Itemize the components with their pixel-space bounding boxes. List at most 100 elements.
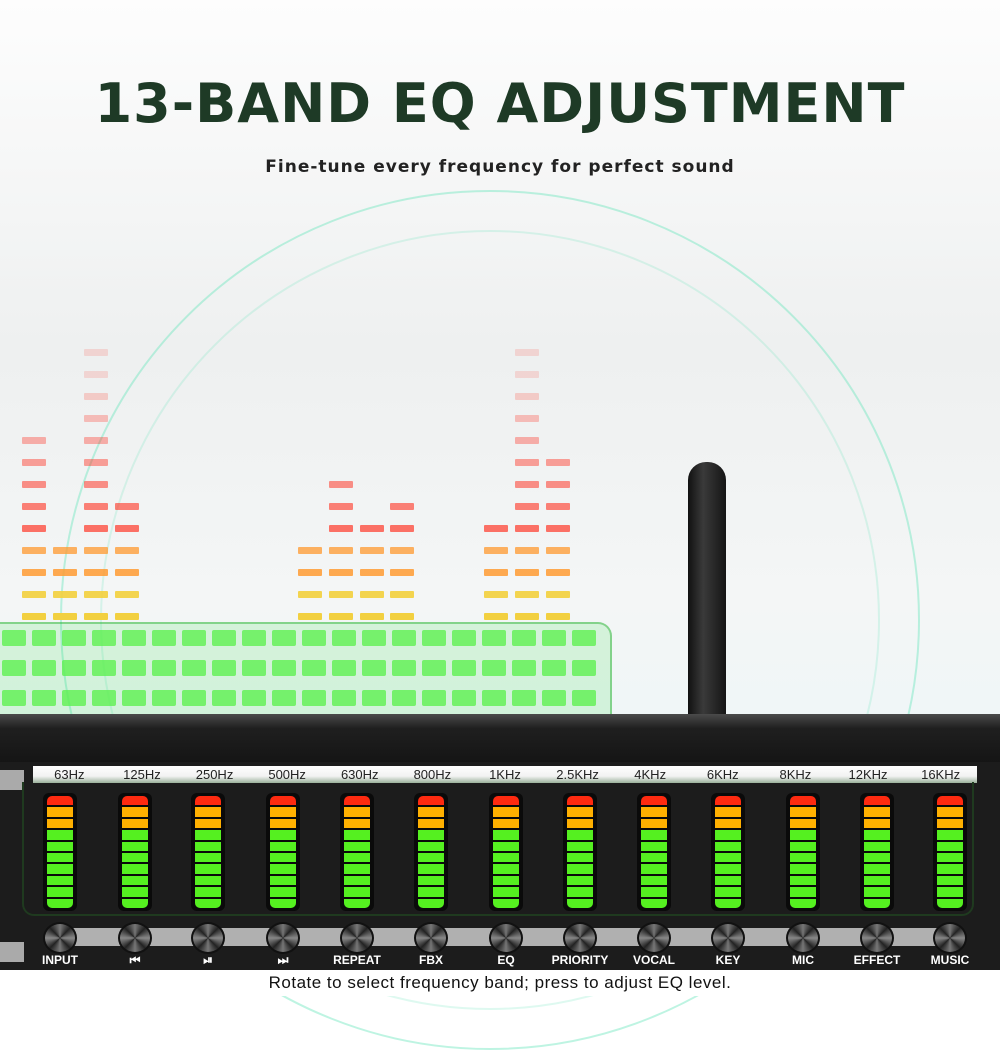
meter-segment-green xyxy=(47,841,73,851)
meter-segment-green xyxy=(937,898,963,908)
button-label-repeat: REPEAT xyxy=(333,953,381,967)
eq-level-meter xyxy=(860,793,894,911)
button-label-effect: EFFECT xyxy=(853,953,901,967)
button-label-key: KEY xyxy=(715,953,741,967)
visualizer-segment xyxy=(115,525,139,532)
visualizer-segment xyxy=(515,547,539,554)
meter-segment-green xyxy=(47,898,73,908)
visualizer-segment xyxy=(22,459,46,466)
visualizer-segment xyxy=(92,690,116,706)
visualizer-bar xyxy=(53,380,77,720)
visualizer-segment xyxy=(515,569,539,576)
meter-segment-green xyxy=(195,830,221,840)
frequency-label: 4KHz xyxy=(634,767,667,782)
rotary-knob[interactable] xyxy=(43,922,77,954)
visualizer-segment xyxy=(512,660,536,676)
button-label-eq: EQ xyxy=(497,953,515,967)
meter-segment-green xyxy=(418,830,444,840)
meter-segment-orange xyxy=(195,807,221,817)
meter-frame xyxy=(22,782,974,916)
eq-level-meter xyxy=(266,793,300,911)
visualizer-segment xyxy=(332,630,356,646)
visualizer-segment xyxy=(242,690,266,706)
visualizer-segment xyxy=(298,613,322,620)
rotary-knob[interactable] xyxy=(118,922,152,954)
visualizer-segment xyxy=(62,630,86,646)
visualizer-segment xyxy=(546,613,570,620)
rotary-knob[interactable] xyxy=(489,922,523,954)
meter-segment-red xyxy=(122,796,148,806)
meter-segment-orange xyxy=(937,818,963,829)
rotary-knob[interactable] xyxy=(860,922,894,954)
visualizer-segment xyxy=(390,503,414,510)
meter-segment-green xyxy=(270,887,296,897)
rotary-knob[interactable] xyxy=(563,922,597,954)
visualizer-bar xyxy=(115,380,139,720)
eq-level-meter xyxy=(711,793,745,911)
visualizer-segment xyxy=(212,660,236,676)
rotary-knob[interactable] xyxy=(191,922,225,954)
visualizer-segment xyxy=(542,630,566,646)
meter-segment-red xyxy=(567,796,593,806)
eq-level-meter xyxy=(933,793,967,911)
meter-segment-green xyxy=(937,864,963,874)
visualizer-bar xyxy=(329,380,353,720)
button-label-fbx: FBX xyxy=(419,953,443,967)
visualizer-segment xyxy=(115,503,139,510)
rotary-knob[interactable] xyxy=(933,922,967,954)
meter-segment-green xyxy=(567,830,593,840)
visualizer-segment xyxy=(92,630,116,646)
visualizer-segment xyxy=(2,630,26,646)
rotary-knob[interactable] xyxy=(266,922,300,954)
visualizer-segment xyxy=(360,547,384,554)
meter-segment-green xyxy=(122,887,148,897)
rotary-knob[interactable] xyxy=(637,922,671,954)
visualizer-segment xyxy=(84,481,108,488)
meter-segment-green xyxy=(790,864,816,874)
page-title: 13-BAND EQ ADJUSTMENT xyxy=(94,72,906,135)
visualizer-segment xyxy=(572,660,596,676)
rotary-knob[interactable] xyxy=(711,922,745,954)
meter-segment-green xyxy=(195,864,221,874)
meter-segment-green xyxy=(937,887,963,897)
meter-segment-green xyxy=(790,841,816,851)
visualizer-segment xyxy=(329,547,353,554)
visualizer-segment xyxy=(484,547,508,554)
visualizer-segment xyxy=(242,630,266,646)
meter-segment-orange xyxy=(418,807,444,817)
visualizer-segment xyxy=(452,690,476,706)
meter-segment-green xyxy=(47,852,73,863)
meter-segment-orange xyxy=(715,818,741,829)
visualizer-segment xyxy=(392,630,416,646)
visualizer-segment xyxy=(212,630,236,646)
meter-segment-green xyxy=(493,841,519,851)
meter-segment-green xyxy=(344,852,370,863)
visualizer-segment xyxy=(422,660,446,676)
visualizer-bar xyxy=(84,349,108,720)
visualizer-segment xyxy=(84,393,108,400)
frequency-label-strip: 63Hz 125Hz 250Hz 500Hz 630Hz 800Hz 1KHz 2.5KHz 4… xyxy=(33,766,977,783)
visualizer-bar xyxy=(546,380,570,720)
visualizer-segment xyxy=(542,690,566,706)
meter-segment-green xyxy=(567,864,593,874)
visualizer-segment xyxy=(390,525,414,532)
meter-segment-green xyxy=(122,864,148,874)
visualizer-segment xyxy=(302,690,326,706)
meter-segment-green xyxy=(864,830,890,840)
meter-segment-red xyxy=(270,796,296,806)
visualizer-segment xyxy=(360,613,384,620)
meter-segment-green xyxy=(790,898,816,908)
spectrum-visualizer-graphic xyxy=(0,349,620,720)
meter-segment-green xyxy=(418,864,444,874)
visualizer-segment xyxy=(32,660,56,676)
visualizer-segment xyxy=(62,660,86,676)
rotary-knob[interactable] xyxy=(414,922,448,954)
rotary-knob[interactable] xyxy=(786,922,820,954)
meter-segment-orange xyxy=(641,818,667,829)
visualizer-segment xyxy=(2,660,26,676)
visualizer-segment xyxy=(272,690,296,706)
visualizer-segment xyxy=(360,569,384,576)
meter-segment-red xyxy=(493,796,519,806)
rotary-knob[interactable] xyxy=(340,922,374,954)
meter-segment-green xyxy=(493,864,519,874)
